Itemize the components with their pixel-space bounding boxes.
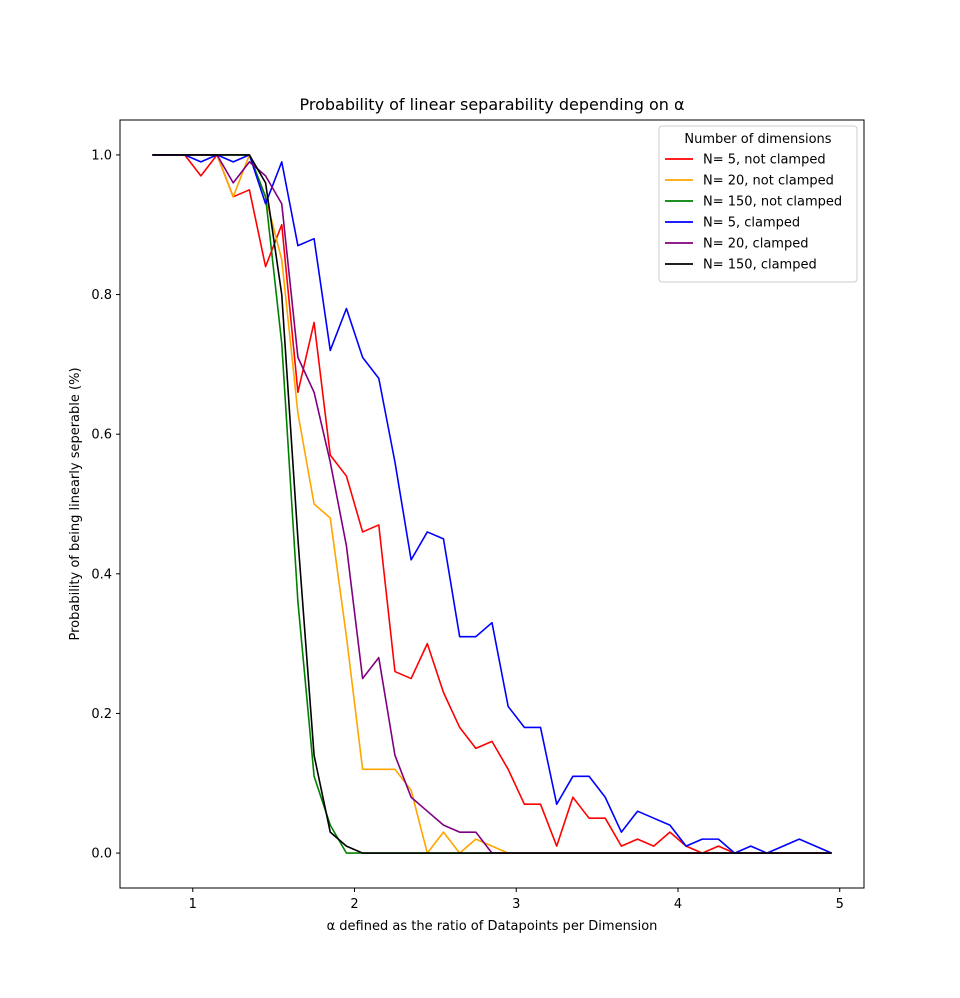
y-axis-ticks: 0.0 0.2 0.4 0.6 0.8 1.0 bbox=[91, 148, 120, 862]
y-tick-label: 0.2 bbox=[91, 707, 112, 722]
y-tick-label: 1.0 bbox=[91, 148, 112, 163]
legend-label-6: N= 150, clamped bbox=[703, 258, 817, 273]
y-axis-label: Probability of being linearly seperable … bbox=[68, 367, 83, 640]
legend-label-3: N= 150, not clamped bbox=[703, 195, 842, 210]
x-axis-label: α defined as the ratio of Datapoints per… bbox=[327, 919, 658, 934]
x-tick-label: 3 bbox=[512, 897, 520, 912]
x-tick-label: 5 bbox=[836, 897, 844, 912]
series-line-4 bbox=[152, 154, 832, 854]
y-tick-label: 0.8 bbox=[91, 288, 112, 303]
y-tick-label: 0.0 bbox=[91, 847, 112, 862]
x-tick-label: 4 bbox=[674, 897, 682, 912]
x-axis-ticks: 1 2 3 4 5 bbox=[189, 888, 844, 912]
legend-box bbox=[658, 125, 858, 283]
legend: Number of dimensions N= 5, not clamped N= … bbox=[658, 125, 858, 283]
legend-label-5: N= 20, clamped bbox=[703, 237, 808, 252]
legend-label-4: N= 5, clamped bbox=[703, 216, 800, 231]
legend-label-2: N= 20, not clamped bbox=[703, 174, 834, 189]
series-layer bbox=[152, 154, 832, 854]
y-tick-label: 0.4 bbox=[91, 567, 112, 582]
series-line-6 bbox=[152, 154, 832, 854]
x-tick-label: 1 bbox=[189, 897, 197, 912]
legend-title: Number of dimensions bbox=[684, 132, 831, 147]
plot-frame bbox=[119, 119, 865, 889]
series-line-1 bbox=[152, 154, 832, 854]
x-tick-label: 2 bbox=[350, 897, 358, 912]
y-tick-label: 0.6 bbox=[91, 428, 112, 443]
chart-title: Probability of linear separability depen… bbox=[299, 95, 684, 114]
legend-label-1: N= 5, not clamped bbox=[703, 153, 826, 168]
